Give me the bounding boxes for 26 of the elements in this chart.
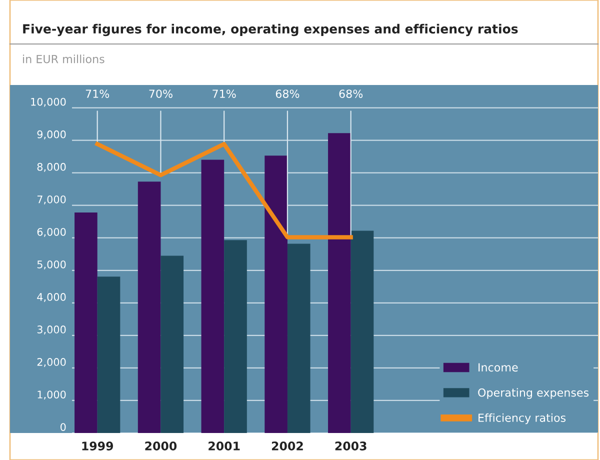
y-tick-label: 7,000	[37, 195, 66, 204]
data-label: 68%	[339, 90, 363, 98]
x-tick-label: 2002	[272, 442, 303, 450]
legend-label: Income	[478, 363, 518, 372]
data-label: 71%	[86, 90, 110, 98]
x-tick-label: 2003	[335, 442, 366, 450]
data-label: 70%	[149, 90, 172, 98]
y-tick-label: 8,000	[37, 162, 66, 172]
data-label: 71%	[212, 90, 236, 98]
data-label: 68%	[276, 90, 300, 98]
y-tick-label: 5,000	[37, 260, 66, 270]
chart-title: Five-year figures for income, operating expenses and efficiency ratios	[23, 24, 518, 36]
x-tick-label: 2001	[208, 442, 240, 450]
y-tick-label: 2,000	[37, 358, 66, 367]
y-tick-label: 10,000	[31, 98, 66, 107]
legend-label: Operating expenses	[478, 388, 589, 399]
y-tick-label: 1,000	[38, 390, 66, 400]
y-tick-label: 9,000	[37, 130, 66, 140]
legend-label: Efficiency ratios	[478, 413, 566, 424]
y-tick-label: 3,000	[37, 326, 66, 334]
y-tick-label: 4,000	[37, 293, 66, 302]
y-tick-label: 6,000	[37, 228, 66, 237]
y-tick-label: 0	[60, 423, 66, 431]
chart-subtitle: in EUR millions	[23, 54, 104, 64]
x-tick-label: 1999	[82, 442, 114, 450]
x-tick-label: 2000	[145, 442, 177, 450]
